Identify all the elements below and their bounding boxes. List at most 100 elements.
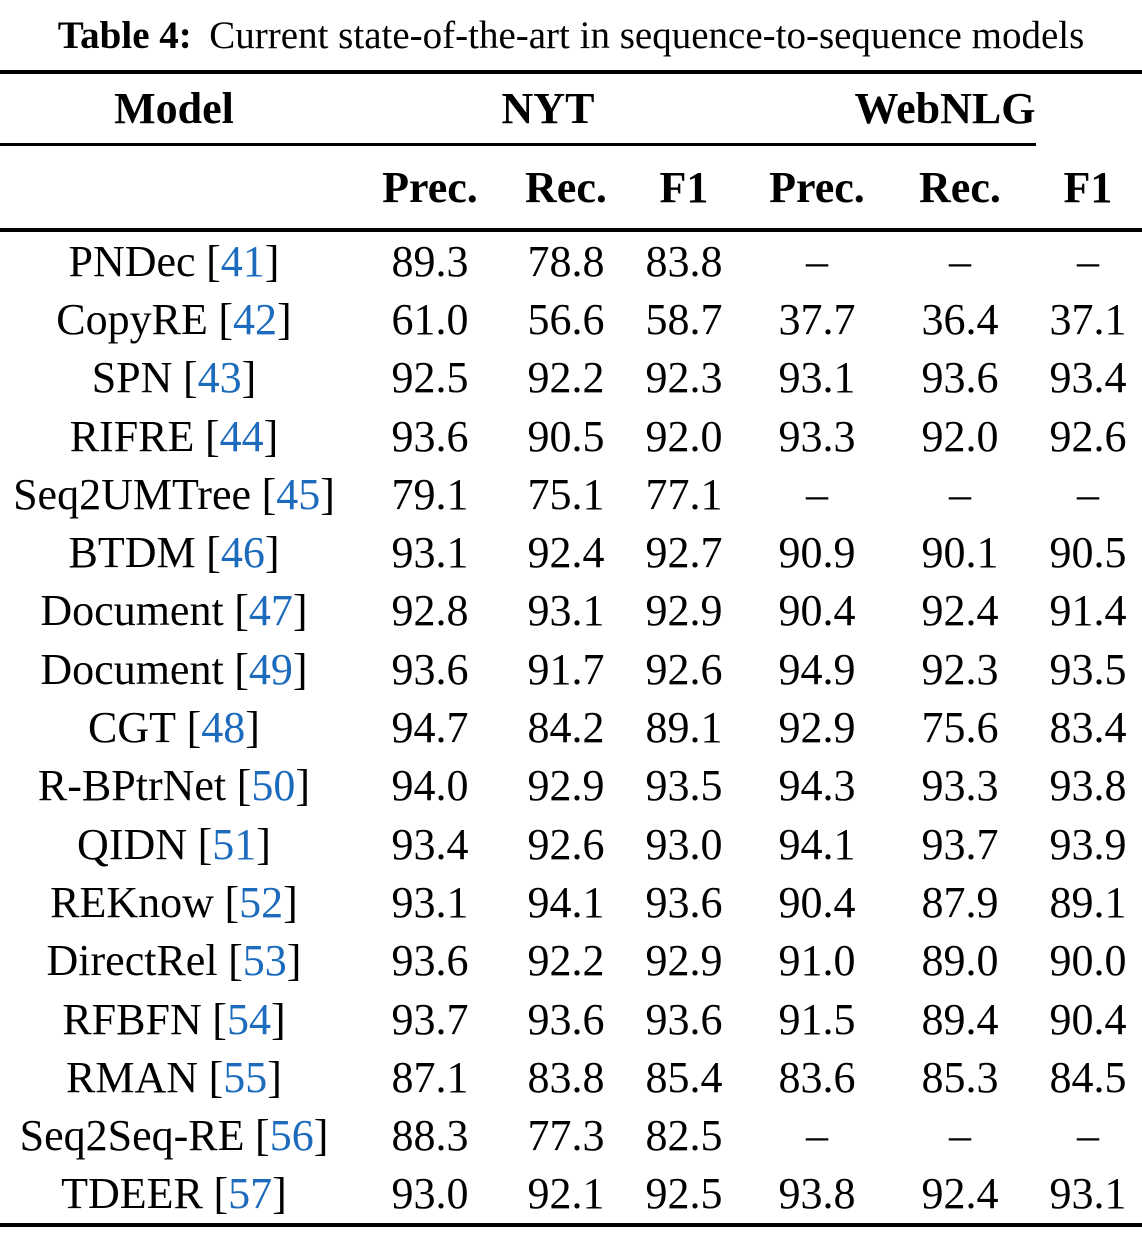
- citation-link[interactable]: [44]: [205, 411, 278, 462]
- citation-number: 53: [242, 936, 287, 986]
- citation-link[interactable]: [43]: [183, 352, 256, 403]
- metric-nyt-prec: 89.3: [391, 236, 469, 286]
- metric-nyt-prec: 93.7: [391, 994, 469, 1044]
- table-subheader-row: Prec. Rec. F1 Prec. Rec. F1: [0, 146, 1142, 228]
- metric-webnlg-rec: 75.6: [921, 703, 999, 753]
- metric-nyt-prec: 79.1: [391, 469, 469, 519]
- citation-link[interactable]: [41]: [206, 236, 279, 287]
- metric-nyt-prec: 61.0: [391, 294, 469, 344]
- model-cell: CGT [48]: [0, 702, 348, 753]
- metric-webnlg-rec: 92.4: [921, 586, 999, 636]
- subheader-webnlg-rec: Rec.: [919, 162, 1001, 212]
- citation-open-bracket: [: [186, 703, 202, 753]
- metric-nyt-f1: 92.6: [645, 644, 723, 694]
- model-cell: REKnow [52]: [0, 877, 348, 928]
- table-row: TDEER [57] 93.0 92.1 92.5 93.8 92.4 93.1: [0, 1165, 1142, 1223]
- citation-link[interactable]: [49]: [234, 644, 307, 695]
- citation-open-bracket: [: [236, 761, 252, 811]
- table-row: CGT [48] 94.7 84.2 89.1 92.9 75.6 83.4: [0, 698, 1142, 756]
- metric-webnlg-f1: 93.5: [1049, 644, 1127, 694]
- metric-nyt-f1: 92.9: [645, 936, 723, 986]
- citation-close-bracket: ]: [277, 294, 292, 344]
- citation-number: 46: [220, 528, 265, 578]
- table-caption-text: Current state-of-the-art in sequence-to-…: [209, 13, 1085, 57]
- citation-close-bracket: ]: [320, 469, 335, 519]
- model-name: Seq2UMTree: [13, 469, 252, 519]
- model-cell: QIDN [51]: [0, 819, 348, 870]
- table-row: RIFRE [44] 93.6 90.5 92.0 93.3 92.0 92.6: [0, 407, 1142, 465]
- citation-open-bracket: [: [212, 994, 227, 1044]
- table-group-header-row: Model NYT WebNLG: [0, 74, 1142, 143]
- citation-number: 43: [197, 353, 242, 403]
- metric-webnlg-rec: –: [948, 236, 971, 286]
- table-bottom-rule: [0, 1223, 1142, 1228]
- subheader-nyt-f1: F1: [659, 162, 709, 212]
- metric-nyt-f1: 93.0: [645, 819, 723, 869]
- metric-nyt-f1: 92.3: [645, 353, 723, 403]
- model-cell: PNDec [41]: [0, 236, 348, 287]
- metric-nyt-prec: 93.6: [391, 411, 469, 461]
- citation-number: 44: [219, 411, 264, 461]
- metric-nyt-f1: 93.6: [645, 994, 723, 1044]
- citation-close-bracket: ]: [283, 877, 298, 927]
- subheader-nyt-rec: Rec.: [525, 162, 607, 212]
- metric-nyt-f1: 93.5: [645, 761, 723, 811]
- model-cell: TDEER [57]: [0, 1168, 348, 1219]
- metric-nyt-rec: 84.2: [527, 703, 605, 753]
- metric-nyt-rec: 92.9: [527, 761, 605, 811]
- table-row: Seq2UMTree [45] 79.1 75.1 77.1 – – –: [0, 465, 1142, 523]
- metric-nyt-prec: 93.4: [391, 819, 469, 869]
- citation-link[interactable]: [45]: [262, 469, 335, 520]
- metric-nyt-prec: 94.7: [391, 703, 469, 753]
- citation-open-bracket: [: [213, 1169, 229, 1219]
- metric-webnlg-prec: 90.4: [778, 586, 856, 636]
- citation-close-bracket: ]: [245, 703, 260, 753]
- model-name: BTDM: [68, 528, 196, 578]
- metric-webnlg-f1: 93.1: [1049, 1169, 1127, 1219]
- metric-nyt-f1: 89.1: [645, 703, 723, 753]
- citation-link[interactable]: [54]: [212, 994, 285, 1045]
- citation-link[interactable]: [53]: [228, 935, 301, 986]
- metric-nyt-rec: 94.1: [527, 877, 605, 927]
- citation-link[interactable]: [52]: [224, 877, 297, 928]
- citation-close-bracket: ]: [263, 411, 279, 461]
- table-row: RMAN [55] 87.1 83.8 85.4 83.6 85.3 84.5: [0, 1048, 1142, 1106]
- citation-number: 55: [223, 1052, 268, 1102]
- citation-open-bracket: [: [182, 353, 198, 403]
- citation-close-bracket: ]: [264, 528, 280, 578]
- citation-link[interactable]: [47]: [234, 585, 307, 636]
- citation-link[interactable]: [42]: [218, 294, 291, 345]
- citation-link[interactable]: [55]: [209, 1052, 282, 1103]
- citation-link[interactable]: [46]: [206, 527, 279, 578]
- citation-open-bracket: [: [234, 586, 249, 636]
- citation-link[interactable]: [50]: [237, 760, 310, 811]
- citation-open-bracket: [: [206, 528, 221, 578]
- metric-webnlg-rec: 89.4: [921, 994, 999, 1044]
- model-name: R-BPtrNet: [37, 761, 227, 811]
- citation-link[interactable]: [56]: [255, 1110, 328, 1161]
- metric-webnlg-rec: 92.3: [921, 644, 999, 694]
- model-cell: Document [49]: [0, 644, 348, 695]
- metric-nyt-f1: 82.5: [645, 1111, 723, 1161]
- citation-link[interactable]: [51]: [198, 819, 271, 870]
- metric-nyt-rec: 83.8: [527, 1052, 605, 1102]
- citation-open-bracket: [: [206, 236, 221, 286]
- model-name: CopyRE: [56, 294, 208, 344]
- model-name: Document: [40, 586, 224, 636]
- metric-webnlg-prec: 93.1: [778, 353, 856, 403]
- metric-nyt-f1: 92.7: [645, 528, 723, 578]
- metric-webnlg-f1: 90.0: [1049, 936, 1127, 986]
- model-cell: R-BPtrNet [50]: [0, 760, 348, 811]
- citation-link[interactable]: [48]: [187, 702, 260, 753]
- metric-nyt-f1: 85.4: [645, 1052, 723, 1102]
- citation-number: 50: [251, 761, 296, 811]
- citation-link[interactable]: [57]: [213, 1168, 286, 1219]
- table-caption-label: Table 4:: [57, 13, 192, 57]
- citation-number: 56: [269, 1111, 314, 1161]
- metric-webnlg-rec: –: [948, 469, 971, 519]
- citation-number: 42: [233, 294, 278, 344]
- citation-close-bracket: ]: [286, 936, 302, 986]
- model-cell: CopyRE [42]: [0, 294, 348, 345]
- column-header-webnlg: WebNLG: [854, 84, 1036, 133]
- citation-number: 45: [276, 469, 321, 519]
